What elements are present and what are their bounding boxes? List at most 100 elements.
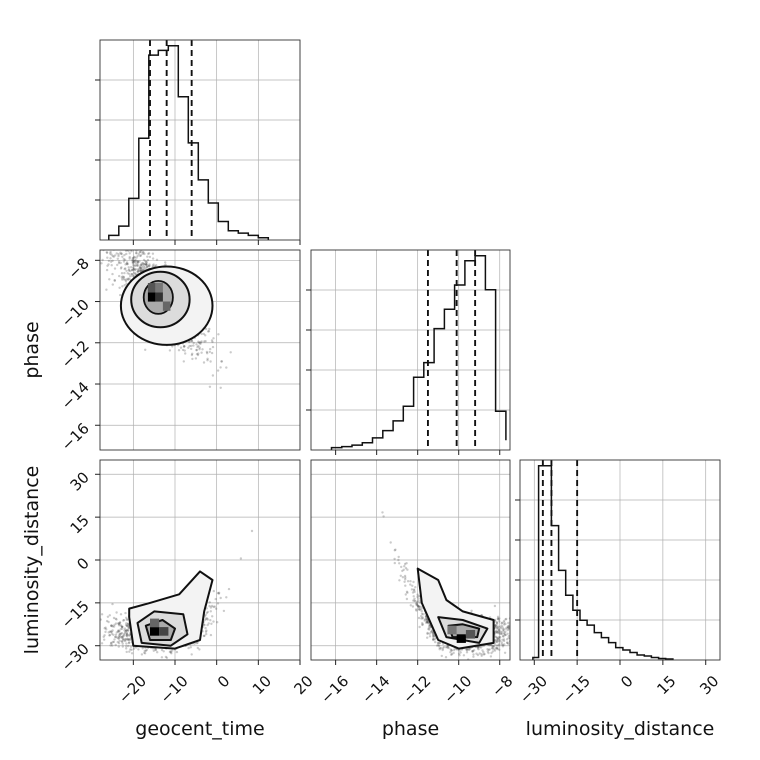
scatter-point (491, 647, 494, 650)
scatter-point (122, 257, 126, 261)
scatter-point (113, 267, 117, 270)
scatter-point (164, 263, 167, 266)
scatter-point (413, 599, 416, 602)
scatter-point (121, 255, 124, 258)
x-axis-label-geocent_time: geocent_time (135, 718, 264, 740)
scatter-point (397, 558, 400, 562)
scatter-point (194, 357, 198, 360)
scatter-point (425, 617, 428, 620)
scatter-point (507, 621, 510, 625)
scatter-point (110, 630, 113, 633)
scatter-point (219, 386, 222, 389)
scatter-point (120, 636, 124, 639)
y-tick-label: −14 (58, 378, 93, 413)
y-tick-label: 15 (67, 511, 93, 537)
scatter-points (381, 511, 519, 660)
scatter-point (209, 360, 212, 363)
scatter-point (105, 251, 109, 254)
scatter-point (112, 633, 115, 636)
scatter-point (212, 337, 215, 340)
scatter-point (486, 650, 489, 653)
scatter-point (500, 641, 503, 644)
scatter-point (127, 250, 130, 253)
scatter-point (125, 629, 128, 632)
scatter-point (393, 557, 396, 561)
scatter-point (225, 366, 228, 369)
scatter-point (109, 257, 112, 260)
scatter-point (129, 245, 131, 247)
scatter-point (123, 629, 126, 632)
scatter-point (126, 618, 129, 621)
scatter-point (516, 630, 518, 632)
scatter-point (130, 273, 134, 276)
scatter-point (426, 632, 429, 635)
scatter-point (220, 360, 224, 363)
scatter-point (131, 266, 135, 269)
scatter-point (136, 270, 140, 273)
scatter-point (126, 245, 128, 247)
scatter-point (491, 644, 494, 648)
scatter-point (127, 644, 130, 648)
scatter-point (100, 262, 103, 265)
scatter-point (517, 635, 519, 637)
scatter-point (499, 632, 503, 636)
scatter-point (127, 622, 130, 625)
scatter-point (129, 269, 132, 273)
scatter-point (155, 258, 159, 261)
scatter-point (501, 634, 505, 638)
scatter-point (134, 268, 138, 271)
scatter-point (136, 260, 140, 264)
scatter-point (121, 640, 124, 643)
y-tick-label: 0 (73, 554, 92, 573)
scatter-point (142, 263, 146, 266)
scatter-point (204, 334, 207, 337)
scatter-point (406, 580, 410, 583)
scatter-point (493, 649, 497, 652)
scatter-point (133, 271, 136, 274)
scatter-point (117, 622, 121, 625)
scatter-point (495, 631, 499, 634)
scatter-point (131, 274, 134, 278)
scatter-point (126, 622, 130, 626)
scatter-point (510, 640, 512, 642)
scatter-point (105, 251, 109, 254)
scatter-point (125, 278, 128, 281)
scatter-point (211, 345, 215, 349)
scatter-point (432, 638, 435, 642)
scatter-point (114, 633, 118, 636)
scatter-point (171, 345, 174, 348)
scatter-point (507, 627, 510, 631)
scatter-point (220, 360, 223, 363)
scatter-point (145, 263, 148, 266)
scatter-point (503, 643, 506, 646)
scatter-point (502, 628, 505, 631)
scatter-point (418, 625, 421, 629)
scatter-point (432, 634, 435, 637)
scatter-point (420, 614, 423, 618)
scatter-point (102, 635, 105, 638)
scatter-point (431, 632, 434, 635)
scatter-point (502, 628, 505, 631)
scatter-point (168, 349, 172, 352)
scatter-point (125, 623, 128, 627)
scatter-point (516, 627, 518, 629)
scatter-point (118, 621, 122, 624)
scatter-point (426, 631, 429, 635)
scatter-point (114, 622, 118, 625)
scatter-point (111, 283, 115, 286)
scatter-point (101, 258, 104, 262)
scatter-point (171, 649, 174, 652)
scatter-point (187, 646, 190, 650)
scatter-point (515, 635, 517, 637)
scatter-point (514, 649, 516, 651)
scatter-point (132, 259, 135, 262)
scatter-point (449, 648, 452, 651)
scatter-point (109, 252, 112, 255)
scatter-point (497, 628, 501, 631)
scatter-point (195, 343, 198, 346)
scatter-point (393, 561, 396, 565)
scatter-point (476, 647, 480, 650)
scatter-point (420, 617, 423, 620)
scatter-point (103, 627, 106, 630)
scatter-point (219, 366, 222, 369)
